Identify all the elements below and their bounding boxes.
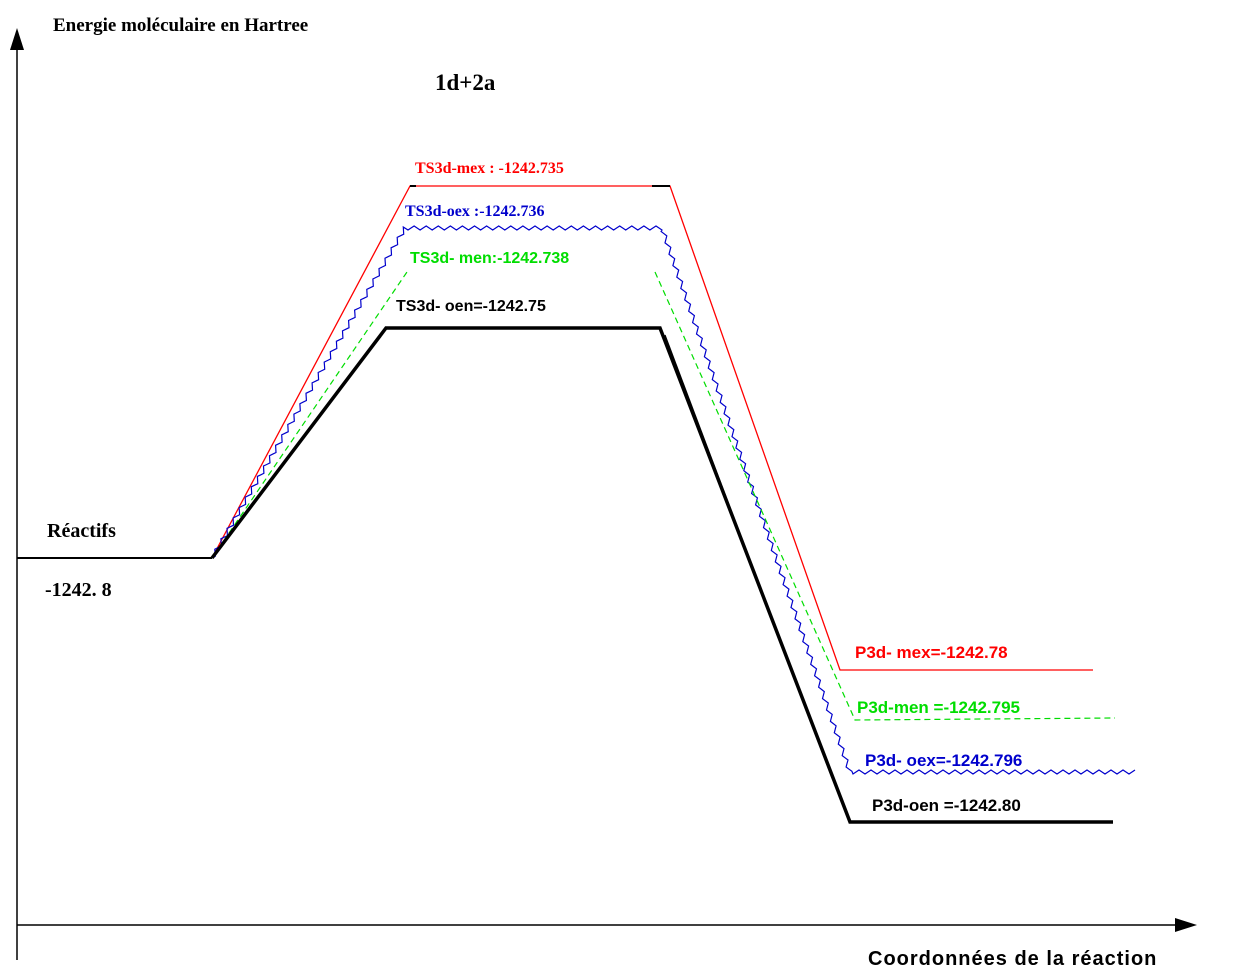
y-axis-arrow [10,28,24,50]
x-axis-label: Coordonnées de la réaction [868,948,1157,969]
path-oen-edge [664,334,833,779]
path-oen [210,326,1113,824]
product-label: P3d-men =-1242.795 [857,698,1020,717]
path-oex [211,225,1136,775]
product-label: P3d- mex=-1242.78 [855,643,1008,662]
path-men [211,271,408,559]
ts-label: TS3d-mex : -1242.735 [415,160,564,177]
product-label: P3d-oen =-1242.80 [872,796,1021,815]
reactant-energy: -1242. 8 [45,579,112,601]
x-axis-arrow [1175,918,1197,932]
ts-label: TS3d- men:-1242.738 [410,250,569,267]
y-axis-label: Energie moléculaire en Hartree [53,15,308,36]
axes [10,28,1197,960]
title: 1d+2a [435,70,496,95]
path-mex [211,185,1093,671]
reactant-name: Réactifs [47,520,116,542]
ts-label: TS3d-oex :-1242.736 [405,203,545,220]
product-label: P3d- oex=-1242.796 [865,751,1022,770]
path-men [654,271,1116,721]
ts-label: TS3d- oen=-1242.75 [396,298,546,315]
